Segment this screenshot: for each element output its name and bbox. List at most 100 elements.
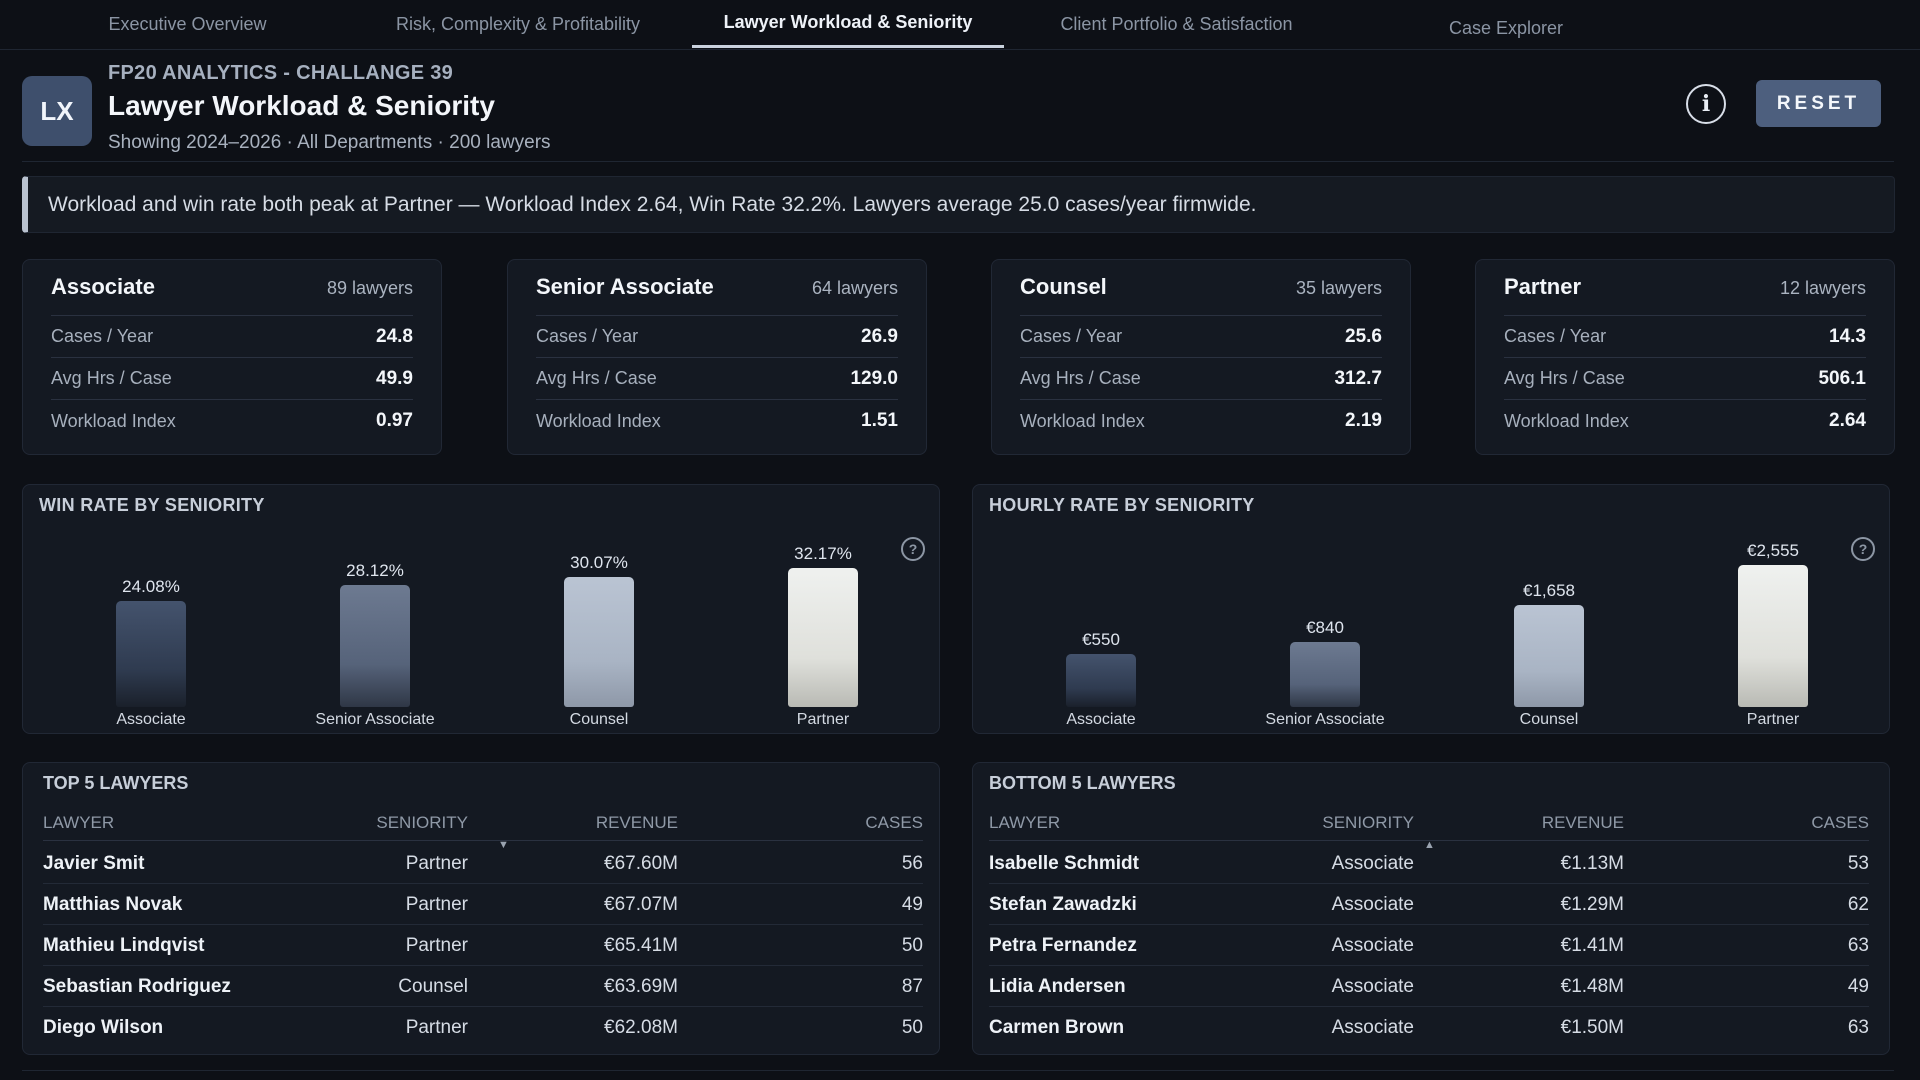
card-title: Partner — [1504, 274, 1582, 299]
bar-value-label: 24.08% — [122, 577, 180, 596]
cell-lawyer: Isabelle Schmidt — [989, 853, 1139, 874]
cell-lawyer: Stefan Zawadzki — [989, 894, 1137, 915]
cell-seniority: Associate — [1331, 1017, 1414, 1038]
metric-value: 25.6 — [1345, 325, 1382, 347]
sort-desc-icon[interactable]: ▼ — [498, 839, 509, 851]
cell-revenue: €1.41M — [1560, 935, 1624, 956]
col-revenue[interactable]: REVENUE — [1541, 813, 1624, 832]
cell-revenue: €62.08M — [604, 1017, 678, 1038]
cell-seniority: Partner — [405, 894, 468, 915]
col-lawyer[interactable]: LAWYER — [43, 813, 115, 832]
cell-revenue: €1.13M — [1560, 853, 1624, 874]
metric-value: 24.8 — [376, 325, 413, 347]
table-row[interactable]: Mathieu Lindqvist Partner €65.41M 50 — [43, 925, 923, 966]
metric-value: 506.1 — [1818, 367, 1866, 389]
table-row[interactable]: Sebastian Rodriguez Counsel €63.69M 87 — [43, 966, 923, 1007]
tab-executive-overview[interactable]: Executive Overview — [108, 13, 267, 34]
bar-senior-associate[interactable] — [340, 584, 410, 707]
card-row-workload-index: Workload Index 2.19 — [1020, 400, 1382, 442]
bar-category-label: Senior Associate — [1265, 711, 1385, 728]
info-icon[interactable]: i — [1686, 84, 1726, 124]
cell-seniority: Partner — [405, 853, 468, 874]
cell-seniority: Associate — [1331, 853, 1414, 874]
bar-senior-associate[interactable] — [1290, 641, 1360, 707]
metric-value: 129.0 — [850, 367, 898, 389]
cell-lawyer: Sebastian Rodriguez — [43, 976, 231, 997]
cell-lawyer: Matthias Novak — [43, 894, 183, 915]
bar-associate[interactable] — [1066, 654, 1136, 707]
cell-cases: 56 — [901, 853, 923, 874]
table-row[interactable]: Carmen Brown Associate €1.50M 63 — [989, 1007, 1869, 1048]
cell-revenue: €63.69M — [604, 976, 678, 997]
col-lawyer[interactable]: LAWYER — [989, 813, 1061, 832]
bar-partner[interactable] — [788, 568, 858, 707]
bar-associate[interactable] — [116, 601, 186, 707]
cell-cases: 63 — [1847, 935, 1869, 956]
col-revenue[interactable]: REVENUE — [595, 813, 678, 832]
cell-lawyer: Petra Fernandez — [989, 935, 1137, 956]
bar-value-label: 32.17% — [794, 544, 852, 564]
card-title: Counsel — [1020, 274, 1107, 299]
metric-label: Cases / Year — [51, 326, 154, 346]
card-associate: Associate 89 lawyers Cases / Year 24.8 Av… — [22, 259, 442, 455]
metric-value: 2.64 — [1829, 410, 1866, 431]
col-cases[interactable]: CASES — [1811, 813, 1869, 832]
bar-counsel[interactable] — [564, 576, 634, 707]
bar-category-label: Partner — [1746, 711, 1800, 728]
table-row[interactable]: Petra Fernandez Associate €1.41M 63 — [989, 925, 1869, 966]
metric-label: Avg Hrs / Case — [1020, 368, 1141, 388]
metric-value: 14.3 — [1829, 325, 1866, 347]
page-title: Lawyer Workload & Seniority — [108, 90, 495, 121]
bar-partner[interactable] — [1738, 565, 1808, 707]
insight-text: Workload and win rate both peak at Partn… — [48, 192, 1257, 216]
reset-button[interactable]: RESET — [1756, 80, 1881, 127]
metric-value: 312.7 — [1334, 367, 1382, 389]
card-row-workload-index: Workload Index 0.97 — [51, 400, 413, 442]
bar-value-label: 30.07% — [570, 552, 628, 572]
card-row-avg-hrs-per-case: Avg Hrs / Case 49.9 — [51, 358, 413, 400]
table-row[interactable]: Diego Wilson Partner €62.08M 50 — [43, 1007, 923, 1048]
table-row[interactable]: Matthias Novak Partner €67.07M 49 — [43, 884, 923, 925]
hourly-rate-chart-panel: HOURLY RATE BY SENIORITY ? €550 Associate… — [972, 484, 1890, 734]
cell-lawyer: Javier Smit — [43, 853, 145, 874]
cell-revenue: €1.29M — [1560, 894, 1624, 915]
table-title: BOTTOM 5 LAWYERS — [989, 773, 1176, 793]
sort-asc-icon[interactable]: ▲ — [1424, 839, 1435, 851]
cell-cases: 50 — [901, 1017, 923, 1038]
cell-seniority: Associate — [1331, 935, 1414, 956]
card-lawyer-count: 12 lawyers — [1779, 278, 1866, 298]
col-seniority[interactable]: SENIORITY — [376, 813, 468, 832]
metric-value: 26.9 — [861, 325, 898, 347]
col-cases[interactable]: CASES — [865, 813, 923, 832]
tab-risk-complexity-profitability[interactable]: Risk, Complexity & Profitability — [395, 13, 641, 34]
table-row[interactable]: Javier Smit Partner €67.60M 56 — [43, 843, 923, 884]
tab-case-explorer[interactable]: Case Explorer — [1448, 17, 1564, 38]
table-row[interactable]: Isabelle Schmidt Associate €1.13M 53 — [989, 843, 1869, 884]
card-row-workload-index: Workload Index 1.51 — [536, 400, 898, 442]
col-seniority[interactable]: SENIORITY — [1322, 813, 1414, 832]
cell-lawyer: Diego Wilson — [43, 1017, 164, 1038]
table-row[interactable]: Stefan Zawadzki Associate €1.29M 62 — [989, 884, 1869, 925]
card-row-avg-hrs-per-case: Avg Hrs / Case 129.0 — [536, 358, 898, 400]
card-title: Senior Associate — [536, 274, 714, 299]
metric-label: Avg Hrs / Case — [1504, 368, 1625, 388]
cell-revenue: €65.41M — [604, 935, 678, 956]
table-row[interactable]: Lidia Andersen Associate €1.48M 49 — [989, 966, 1869, 1007]
metric-label: Workload Index — [536, 410, 661, 431]
tab-client-portfolio-satisfaction[interactable]: Client Portfolio & Satisfaction — [1060, 13, 1293, 34]
cell-revenue: €1.48M — [1560, 976, 1624, 997]
cell-seniority: Associate — [1331, 976, 1414, 997]
insight-banner: Workload and win rate both peak at Partn… — [22, 176, 1895, 233]
help-icon[interactable]: ? — [901, 537, 925, 561]
help-icon[interactable]: ? — [1851, 537, 1875, 561]
bar-counsel[interactable] — [1514, 605, 1584, 707]
card-lawyer-count: 35 lawyers — [1295, 278, 1382, 298]
cell-lawyer: Carmen Brown — [989, 1017, 1125, 1038]
card-lawyer-count: 89 lawyers — [326, 278, 413, 298]
metric-value: 2.19 — [1345, 410, 1382, 431]
metric-value: 49.9 — [376, 367, 413, 389]
bar-category-label: Senior Associate — [315, 711, 435, 728]
tab-lawyer-workload-seniority[interactable]: Lawyer Workload & Seniority — [692, 0, 1004, 48]
card-row-avg-hrs-per-case: Avg Hrs / Case 506.1 — [1504, 358, 1866, 400]
cell-revenue: €1.50M — [1560, 1017, 1624, 1038]
